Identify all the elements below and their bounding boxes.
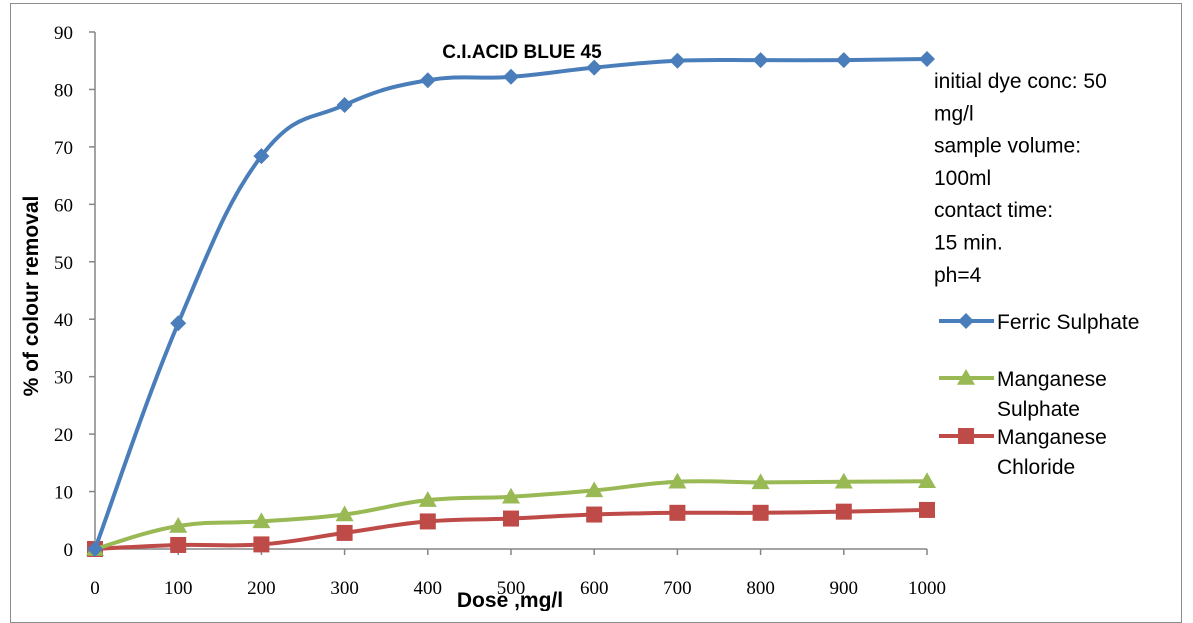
- data-point: [752, 52, 769, 69]
- series-manganese-chloride: [87, 501, 935, 557]
- data-point: [919, 501, 935, 518]
- data-point: [419, 513, 436, 530]
- data-point: [669, 52, 686, 69]
- annotation-notes: initial dye conc: 50 mg/l sample volume: 10…: [934, 70, 1107, 287]
- note-line: contact time:: [934, 199, 1053, 222]
- data-point: [419, 72, 436, 89]
- note-line: 15 min.: [934, 232, 1003, 255]
- x-axis-title: Dose ,mg/l: [457, 589, 563, 611]
- x-tick-label: 600: [580, 578, 609, 599]
- series-ferric-sulphate: [87, 50, 935, 557]
- data-point: [835, 503, 852, 520]
- chart-title: C.I.ACID BLUE 45: [442, 42, 602, 63]
- y-tick-label: 10: [54, 483, 73, 504]
- data-point: [170, 315, 187, 332]
- data-point: [336, 524, 353, 541]
- y-tick-label: 70: [54, 138, 73, 159]
- data-point: [668, 472, 687, 489]
- data-point: [253, 148, 270, 165]
- data-point: [503, 68, 519, 85]
- legend-item-ferric-sulphate: Ferric Sulphate: [939, 311, 1139, 334]
- data-point: [834, 472, 853, 489]
- data-point: [586, 506, 603, 523]
- note-line: ph=4: [934, 264, 982, 287]
- y-tick-label: 0: [64, 540, 74, 561]
- data-point: [87, 541, 103, 557]
- note-line: mg/l: [934, 102, 974, 125]
- legend-label: Chloride: [997, 456, 1075, 479]
- x-tick-label: 0: [90, 578, 100, 599]
- legend-marker: [957, 369, 975, 385]
- data-point: [503, 510, 519, 527]
- note-line: initial dye conc: 50: [934, 70, 1107, 93]
- y-tick-label: 30: [54, 368, 73, 389]
- plot-area: [86, 50, 936, 557]
- note-line: 100ml: [934, 167, 991, 190]
- y-tick-label: 90: [54, 23, 73, 44]
- data-point: [502, 487, 520, 504]
- data-point: [918, 472, 936, 488]
- y-tick-label: 20: [54, 425, 73, 446]
- legend: Ferric SulphateManganeseSulphateManganes…: [939, 311, 1139, 479]
- x-tick-label: 300: [330, 578, 359, 599]
- axes: [89, 31, 928, 555]
- legend-item-manganese-chloride: Manganese Chloride: [939, 426, 1107, 479]
- x-tick-label: 1000: [908, 578, 946, 599]
- data-point: [335, 505, 354, 522]
- data-point: [835, 52, 852, 69]
- x-tick-label: 100: [164, 578, 193, 599]
- x-tick-label: 900: [830, 578, 859, 599]
- note-line: sample volume:: [934, 135, 1081, 158]
- legend-label: Sulphate: [997, 398, 1080, 421]
- x-tick-label: 800: [746, 578, 775, 599]
- x-tick-label: 700: [663, 578, 692, 599]
- data-point: [169, 517, 188, 533]
- data-point: [585, 481, 604, 498]
- legend-label: Manganese: [997, 426, 1107, 449]
- legend-item-manganese-sulphate: Manganese Sulphate: [939, 368, 1107, 421]
- legend-marker: [958, 428, 974, 444]
- y-tick-label: 80: [54, 80, 73, 101]
- legend-label: Ferric Sulphate: [997, 311, 1139, 334]
- series-line: [93, 56, 928, 550]
- data-point: [919, 50, 935, 67]
- x-tick-label: 400: [414, 578, 443, 599]
- series-manganese-sulphate: [86, 472, 936, 556]
- data-point: [170, 536, 187, 553]
- data-point: [751, 473, 770, 490]
- y-tick-label: 50: [54, 253, 73, 274]
- data-point: [752, 504, 769, 521]
- legend-marker: [958, 313, 974, 329]
- data-point: [252, 512, 271, 529]
- y-tick-label: 40: [54, 310, 73, 331]
- data-point: [418, 491, 437, 507]
- data-point: [586, 59, 603, 76]
- y-tick-labels: 0 10 20 30 40 50 60 70 80 90: [54, 23, 73, 561]
- y-axis-title: % of colour removal: [20, 196, 43, 397]
- y-tick-label: 60: [54, 195, 73, 216]
- legend-label: Manganese: [997, 368, 1107, 391]
- data-point: [669, 504, 686, 521]
- data-point: [336, 96, 353, 113]
- x-tick-label: 500: [497, 578, 526, 599]
- x-tick-label: 200: [247, 578, 276, 599]
- data-point: [253, 536, 270, 553]
- x-tick-labels: 0 100 200 300 400 500 600 700 800 900 1000: [90, 578, 946, 599]
